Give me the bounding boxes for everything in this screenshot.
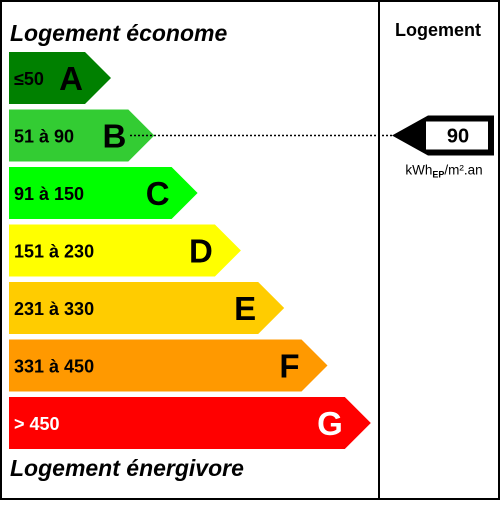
column-title: Logement xyxy=(395,20,481,40)
class-range-a: ≤50 xyxy=(14,69,44,89)
class-letter-g: G xyxy=(317,405,343,442)
class-letter-f: F xyxy=(279,348,299,385)
class-range-g: > 450 xyxy=(14,414,60,434)
class-range-c: 91 à 150 xyxy=(14,184,84,204)
unit-main: kWh xyxy=(405,163,432,178)
indicator-arrow: 90 xyxy=(392,115,494,156)
bottom-label: Logement énergivore xyxy=(10,455,244,481)
class-bar-g xyxy=(9,397,371,449)
class-range-f: 331 à 450 xyxy=(14,357,94,377)
class-bars: ≤50 A 51 à 90 B 91 à 150 C 151 à 230 D 231 à 330… xyxy=(9,52,371,449)
unit-sub: EP xyxy=(432,170,444,180)
class-bar-d xyxy=(9,224,241,277)
class-range-d: 151 à 230 xyxy=(14,242,94,262)
class-bar-f xyxy=(9,339,328,392)
class-bar-c xyxy=(9,167,198,219)
class-letter-e: E xyxy=(234,290,256,327)
unit-tail: /m².an xyxy=(444,163,482,178)
indicator-value-box xyxy=(426,121,488,150)
class-range-e: 231 à 330 xyxy=(14,299,94,319)
class-range-b: 51 à 90 xyxy=(14,127,74,147)
class-bar-b xyxy=(9,109,155,162)
class-letter-b: B xyxy=(102,118,126,155)
class-letter-c: C xyxy=(146,175,170,212)
class-bar-a xyxy=(9,52,111,104)
class-letter-d: D xyxy=(189,233,213,270)
class-bar-e xyxy=(9,282,285,334)
top-label: Logement économe xyxy=(10,20,227,46)
indicator-unit: kWhEP/m².an xyxy=(405,163,482,180)
indicator-value: 90 xyxy=(447,126,469,148)
class-letter-a: A xyxy=(59,60,83,97)
